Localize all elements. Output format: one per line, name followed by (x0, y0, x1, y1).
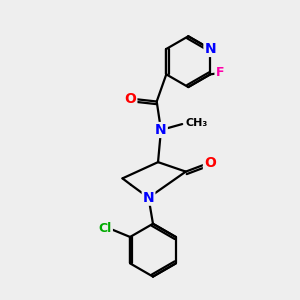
Text: O: O (124, 92, 136, 106)
Text: CH₃: CH₃ (186, 118, 208, 128)
Text: N: N (143, 191, 154, 205)
Text: N: N (205, 42, 216, 56)
Text: Cl: Cl (99, 222, 112, 235)
Text: O: O (204, 156, 216, 170)
Text: F: F (215, 66, 224, 80)
Text: N: N (155, 123, 167, 137)
